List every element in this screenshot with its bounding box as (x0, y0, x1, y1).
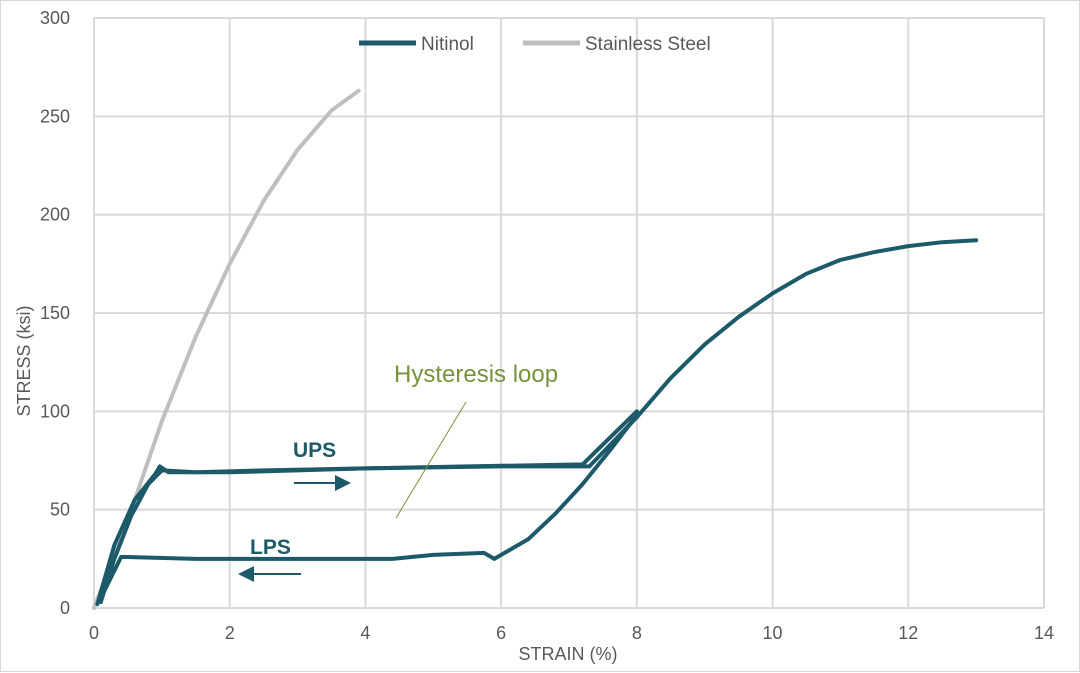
hysteresis-label: Hysteresis loop (394, 361, 558, 388)
lps-label: LPS (250, 536, 291, 559)
y-tick-label: 0 (60, 598, 70, 618)
x-tick-label: 10 (763, 623, 783, 643)
x-tick-label: 8 (632, 623, 642, 643)
ups-label: UPS (293, 439, 336, 462)
series-line-nitinol (95, 238, 979, 607)
x-axis-label: STRAIN (%) (519, 644, 618, 664)
x-tick-label: 14 (1034, 623, 1054, 643)
x-tick-label: 12 (898, 623, 918, 643)
right-arrow-icon (294, 475, 351, 491)
y-tick-label: 300 (40, 8, 70, 28)
y-tick-label: 200 (40, 205, 70, 225)
y-tick-label: 50 (50, 500, 70, 520)
legend: Nitinol Stainless Steel (359, 34, 711, 55)
series-line-nitinol (98, 413, 639, 601)
legend-label-nitinol: Nitinol (421, 34, 474, 55)
x-tick-label: 4 (360, 623, 370, 643)
y-tick-label: 100 (40, 401, 70, 421)
x-tick-label: 0 (89, 623, 99, 643)
left-arrow-icon (238, 566, 301, 582)
y-tick-label: 250 (40, 106, 70, 126)
series-line-stainless-steel (92, 88, 361, 610)
x-tick-label: 6 (496, 623, 506, 643)
x-tick-label: 2 (225, 623, 235, 643)
y-axis-label: STRESS (ksi) (14, 305, 34, 416)
y-tick-label: 150 (40, 303, 70, 323)
hysteresis-pointer-line (395, 401, 467, 519)
legend-label-stainless-steel: Stainless Steel (585, 34, 711, 55)
series-line-nitinol (98, 409, 639, 605)
